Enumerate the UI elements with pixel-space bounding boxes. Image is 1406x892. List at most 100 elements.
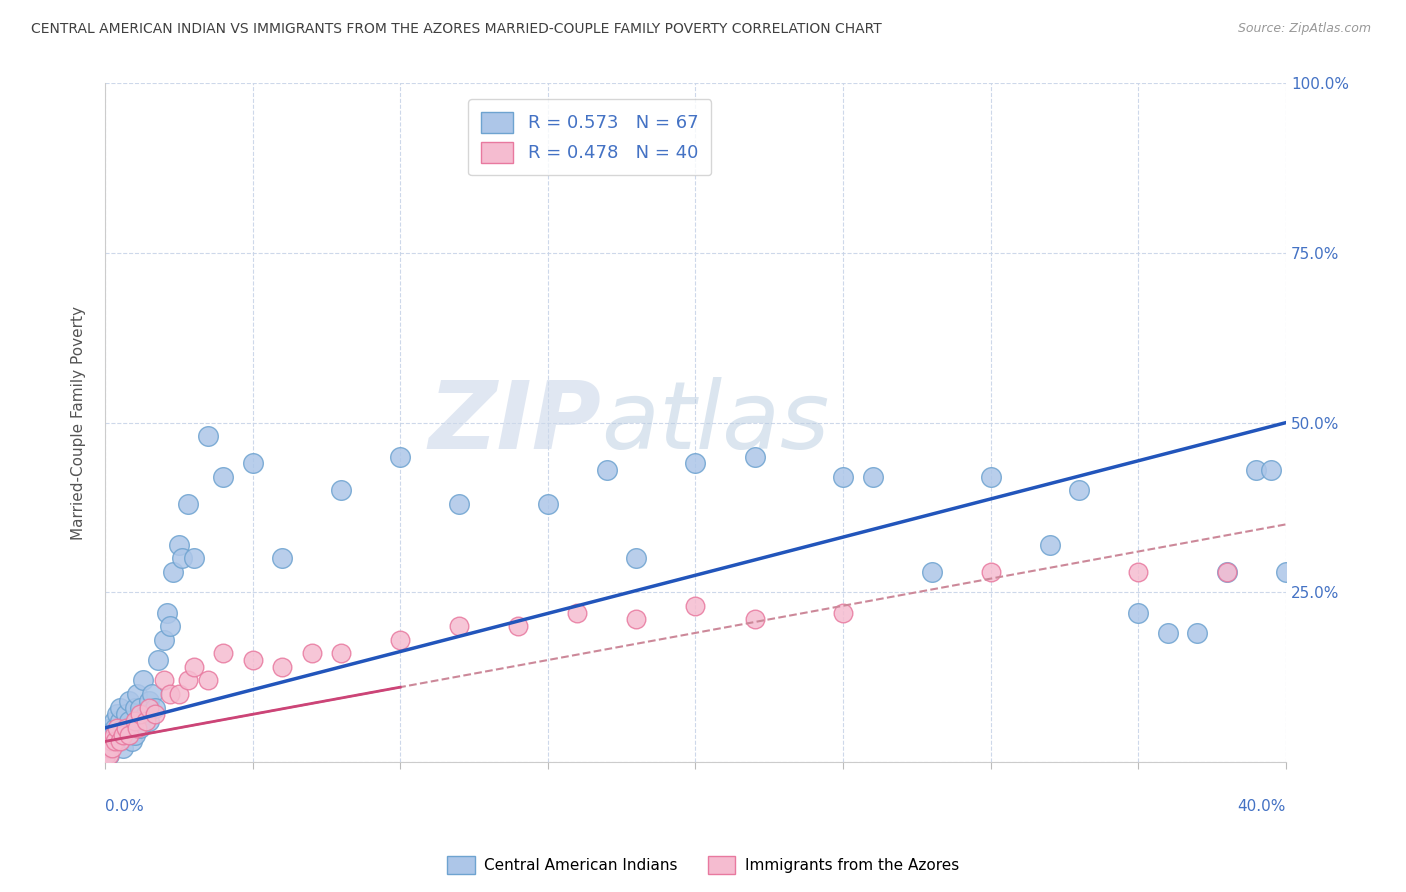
Point <box>127 687 149 701</box>
Point <box>101 728 124 742</box>
Text: Source: ZipAtlas.com: Source: ZipAtlas.com <box>1237 22 1371 36</box>
Point <box>111 721 134 735</box>
Point <box>183 551 205 566</box>
Point <box>449 497 471 511</box>
Point <box>124 714 146 728</box>
Point <box>101 741 124 756</box>
Point <box>143 707 166 722</box>
Point <box>138 694 160 708</box>
Point <box>1069 483 1091 498</box>
Point <box>330 483 353 498</box>
Point <box>146 653 169 667</box>
Text: atlas: atlas <box>600 377 830 468</box>
Point <box>980 470 1002 484</box>
Point <box>96 747 118 762</box>
Point <box>167 687 190 701</box>
Point <box>100 741 122 756</box>
Point <box>170 551 193 566</box>
Text: 0.0%: 0.0% <box>105 799 143 814</box>
Point <box>156 606 179 620</box>
Point <box>832 606 855 620</box>
Point <box>129 707 152 722</box>
Point <box>105 721 128 735</box>
Point <box>108 734 131 748</box>
Point <box>921 565 943 579</box>
Point <box>104 734 127 748</box>
Point <box>103 714 125 728</box>
Point <box>108 734 131 748</box>
Point <box>135 714 157 728</box>
Point <box>271 551 294 566</box>
Point <box>111 728 134 742</box>
Point <box>117 728 139 742</box>
Point <box>537 497 560 511</box>
Point <box>685 456 707 470</box>
Point <box>124 700 146 714</box>
Text: 40.0%: 40.0% <box>1237 799 1286 814</box>
Point <box>183 660 205 674</box>
Point <box>127 721 149 735</box>
Point <box>103 728 125 742</box>
Point <box>212 646 235 660</box>
Point <box>1246 463 1268 477</box>
Point <box>242 653 264 667</box>
Point <box>98 747 121 762</box>
Point <box>1128 606 1150 620</box>
Point <box>1128 565 1150 579</box>
Point <box>744 450 766 464</box>
Point <box>389 632 412 647</box>
Point <box>97 741 120 756</box>
Point <box>100 721 122 735</box>
Point <box>129 721 152 735</box>
Point <box>114 721 136 735</box>
Point <box>138 700 160 714</box>
Point <box>132 673 155 688</box>
Point <box>100 734 122 748</box>
Point <box>153 632 176 647</box>
Point <box>98 747 121 762</box>
Point <box>108 700 131 714</box>
Point <box>212 470 235 484</box>
Point <box>508 619 530 633</box>
Point <box>685 599 707 613</box>
Point <box>159 687 181 701</box>
Y-axis label: Married-Couple Family Poverty: Married-Couple Family Poverty <box>72 306 86 540</box>
Point <box>1216 565 1239 579</box>
Point <box>114 707 136 722</box>
Point <box>626 551 648 566</box>
Point <box>105 728 128 742</box>
Point <box>153 673 176 688</box>
Point <box>159 619 181 633</box>
Point <box>138 714 160 728</box>
Point <box>127 714 149 728</box>
Text: ZIP: ZIP <box>427 376 600 468</box>
Point <box>596 463 619 477</box>
Point <box>167 538 190 552</box>
Point <box>176 497 198 511</box>
Point <box>97 734 120 748</box>
Point <box>117 694 139 708</box>
Point <box>242 456 264 470</box>
Point <box>176 673 198 688</box>
Point <box>124 728 146 742</box>
Point <box>1216 565 1239 579</box>
Point <box>862 470 884 484</box>
Point <box>197 429 219 443</box>
Point <box>114 728 136 742</box>
Point <box>143 700 166 714</box>
Point <box>626 612 648 626</box>
Point <box>744 612 766 626</box>
Legend: Central American Indians, Immigrants from the Azores: Central American Indians, Immigrants fro… <box>441 850 965 880</box>
Point <box>389 450 412 464</box>
Point <box>980 565 1002 579</box>
Point <box>1039 538 1062 552</box>
Point <box>1157 626 1180 640</box>
Point <box>301 646 323 660</box>
Point <box>449 619 471 633</box>
Point <box>121 721 143 735</box>
Point <box>1187 626 1209 640</box>
Point <box>117 714 139 728</box>
Point <box>141 687 163 701</box>
Point <box>111 741 134 756</box>
Point <box>162 565 184 579</box>
